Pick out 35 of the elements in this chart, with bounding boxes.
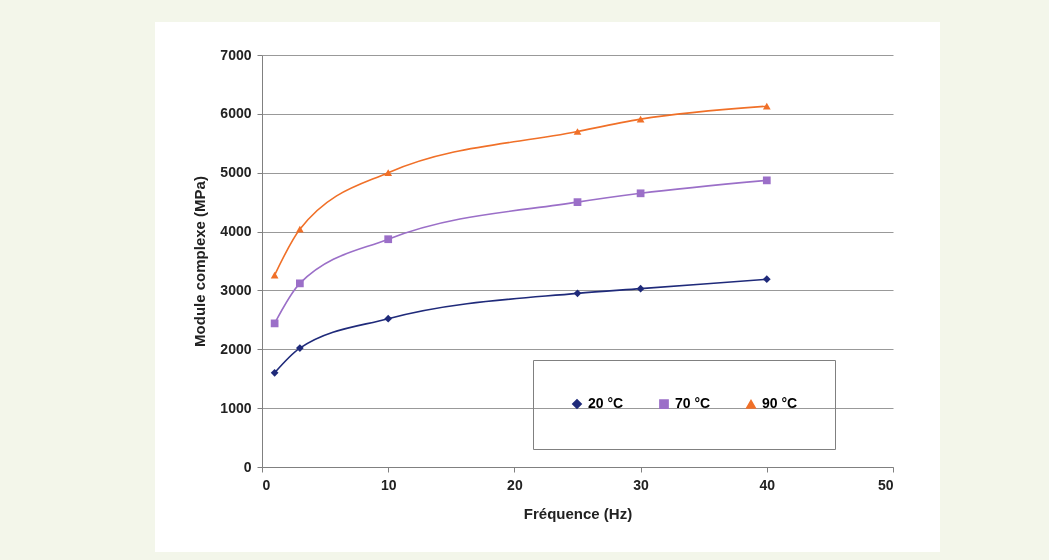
y-axis-title: Module complexe (MPa) xyxy=(191,176,209,347)
point xyxy=(384,314,393,323)
y-tick-label: 2000 xyxy=(220,340,252,357)
y-tick-label: 7000 xyxy=(220,46,252,63)
point xyxy=(636,189,645,198)
point xyxy=(270,368,279,377)
point xyxy=(636,284,645,293)
point xyxy=(573,198,582,207)
x-tick-label: 40 xyxy=(759,476,776,493)
y-tick-label: 3000 xyxy=(220,281,252,298)
point xyxy=(384,235,393,244)
x-tick-label: 50 xyxy=(877,476,894,493)
point xyxy=(762,102,771,110)
point xyxy=(636,115,645,123)
y-tick-label: 4000 xyxy=(220,223,252,240)
point xyxy=(384,169,393,177)
legend-label: 20 °C xyxy=(588,395,624,412)
point xyxy=(762,176,771,185)
y-tick-label: 5000 xyxy=(220,164,252,181)
point xyxy=(762,275,771,284)
point xyxy=(295,279,304,288)
x-axis-title: Fréquence (Hz) xyxy=(523,504,633,522)
y-tick-label: 0 xyxy=(243,458,252,475)
x-tick-label: 30 xyxy=(633,476,650,493)
point xyxy=(573,128,582,135)
y-tick-label: 1000 xyxy=(220,399,252,416)
legend-label: 90 °C xyxy=(762,395,798,412)
point xyxy=(573,289,582,298)
x-tick-label: 0 xyxy=(262,476,271,493)
x-tick-label: 10 xyxy=(380,476,397,493)
legend-label: 70 °C xyxy=(675,395,711,412)
point xyxy=(295,344,304,352)
point xyxy=(295,225,304,233)
y-tick-label: 6000 xyxy=(220,105,252,122)
x-tick-label: 20 xyxy=(507,476,523,493)
